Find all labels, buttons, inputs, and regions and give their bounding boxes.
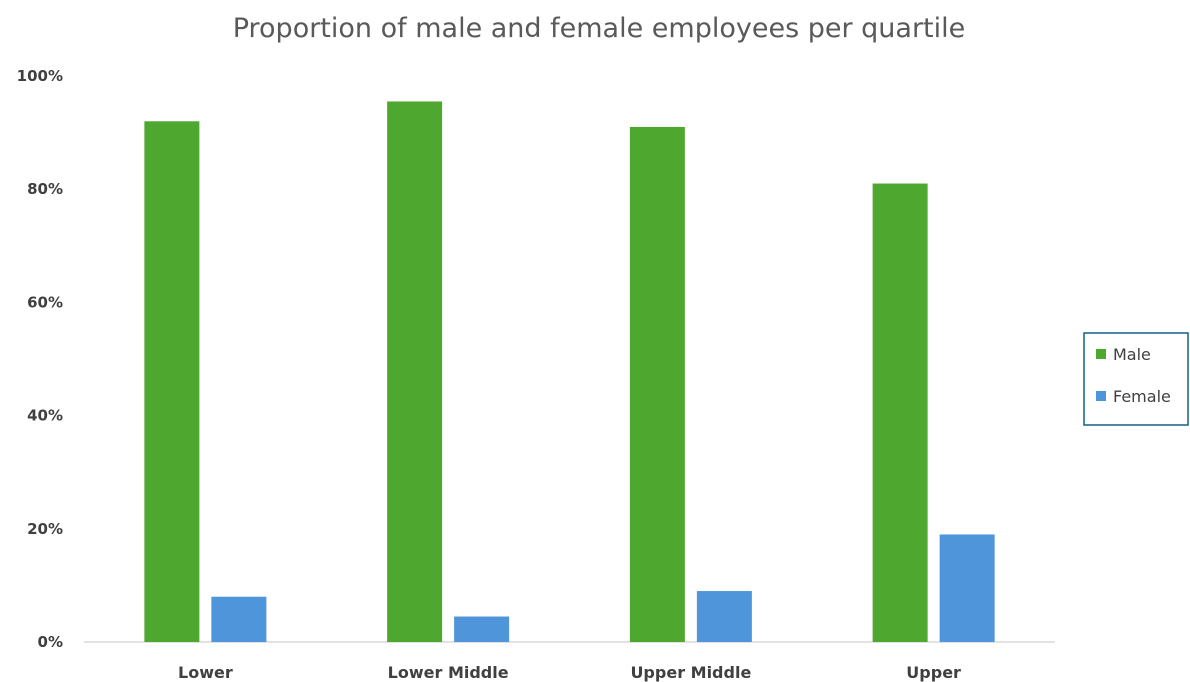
y-tick-label: 100%	[17, 67, 63, 85]
legend: Male Female	[1083, 332, 1189, 426]
legend-swatch-male	[1096, 349, 1106, 359]
y-tick-label: 0%	[38, 633, 63, 651]
bars-group	[144, 101, 995, 643]
legend-box	[1083, 332, 1189, 426]
bar-male-upper	[872, 183, 928, 643]
y-tick-label: 60%	[27, 293, 63, 311]
bar-female-lower	[211, 596, 267, 642]
x-category-label: Upper	[906, 663, 961, 682]
y-tick-label: 20%	[27, 520, 63, 538]
bar-female-upper	[939, 534, 995, 642]
bar-female-lower-middle	[454, 616, 510, 642]
legend-label-male: Male	[1113, 345, 1151, 364]
y-tick-label: 40%	[27, 407, 63, 425]
bar-male-upper-middle	[629, 126, 685, 642]
bar-male-lower	[144, 121, 200, 642]
x-axis-labels: Lower Lower Middle Upper Middle Upper	[178, 663, 961, 682]
chart-title: Proportion of male and female employees …	[233, 13, 966, 44]
bar-male-lower-middle	[387, 101, 443, 643]
legend-label-female: Female	[1113, 387, 1171, 406]
x-category-label: Upper Middle	[630, 663, 751, 682]
legend-swatch-female	[1096, 391, 1106, 401]
y-axis-ticks: 0% 20% 40% 60% 80% 100%	[17, 67, 63, 651]
y-tick-label: 80%	[27, 180, 63, 198]
x-category-label: Lower Middle	[388, 663, 509, 682]
x-category-label: Lower	[178, 663, 233, 682]
bar-female-upper-middle	[696, 591, 752, 642]
